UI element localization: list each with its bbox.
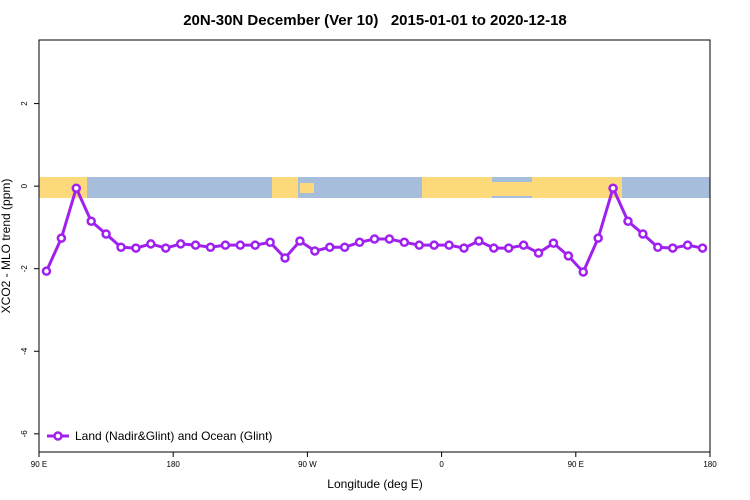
data-point xyxy=(429,240,439,250)
data-point xyxy=(131,243,141,253)
data-point xyxy=(86,216,96,226)
data-point xyxy=(667,243,678,253)
data-point xyxy=(697,243,708,253)
data-point xyxy=(578,267,589,277)
data-point xyxy=(325,242,335,252)
data-point xyxy=(638,229,648,239)
data-point xyxy=(146,239,156,249)
data-point xyxy=(190,240,201,250)
data-point xyxy=(399,237,410,248)
y-tick-label: -2 xyxy=(20,265,29,273)
data-point xyxy=(384,234,395,244)
x-tick-label: 90 E xyxy=(31,460,47,469)
data-point xyxy=(280,253,290,263)
data-point xyxy=(354,237,365,248)
x-tick-label: 90 E xyxy=(568,460,584,469)
x-tick-label: 180 xyxy=(167,460,181,469)
data-point xyxy=(503,243,514,253)
data-point xyxy=(235,240,246,250)
data-point xyxy=(250,240,260,250)
x-axis-label: Longitude (deg E) xyxy=(327,477,422,491)
data-point xyxy=(593,233,603,243)
y-axis-label: XCO2 - MLO trend (ppm) xyxy=(0,179,13,314)
data-point xyxy=(175,239,186,249)
plot-frame xyxy=(38,39,711,453)
data-point xyxy=(220,240,231,250)
data-point xyxy=(474,236,484,246)
series-line xyxy=(45,183,703,275)
data-point xyxy=(71,183,82,193)
data-point xyxy=(682,240,693,250)
data-point xyxy=(623,216,633,226)
legend-label: Land (Nadir&Glint) and Ocean (Glint) xyxy=(75,429,272,443)
data-point xyxy=(608,183,618,193)
data-point xyxy=(548,238,559,248)
data-point xyxy=(339,242,350,252)
map-strip xyxy=(39,177,710,198)
data-point xyxy=(653,242,663,252)
y-tick-label: -6 xyxy=(20,430,29,438)
y-tick-label: 0 xyxy=(20,183,29,188)
data-point xyxy=(41,266,52,276)
data-point xyxy=(518,240,529,250)
x-tick-label: 90 W xyxy=(298,460,317,469)
data-point xyxy=(414,240,424,250)
data-point xyxy=(369,234,380,244)
y-tick-label: 2 xyxy=(20,101,29,106)
data-point xyxy=(444,240,454,250)
x-tick-label: 180 xyxy=(703,460,717,469)
legend-marker xyxy=(53,431,63,441)
data-point xyxy=(459,243,469,253)
data-point xyxy=(563,251,574,261)
y-tick-label: -4 xyxy=(20,347,29,355)
data-point xyxy=(489,243,499,253)
data-point xyxy=(205,242,216,252)
data-point xyxy=(310,246,320,256)
data-point xyxy=(265,237,275,248)
data-point xyxy=(56,233,67,243)
data-point xyxy=(116,242,126,252)
data-point xyxy=(160,243,171,253)
data-point xyxy=(533,248,544,258)
x-tick-label: 0 xyxy=(439,460,444,469)
data-point xyxy=(295,236,305,246)
data-point xyxy=(101,229,111,239)
chart-title: 20N-30N December (Ver 10) 2015-01-01 to … xyxy=(183,12,567,29)
